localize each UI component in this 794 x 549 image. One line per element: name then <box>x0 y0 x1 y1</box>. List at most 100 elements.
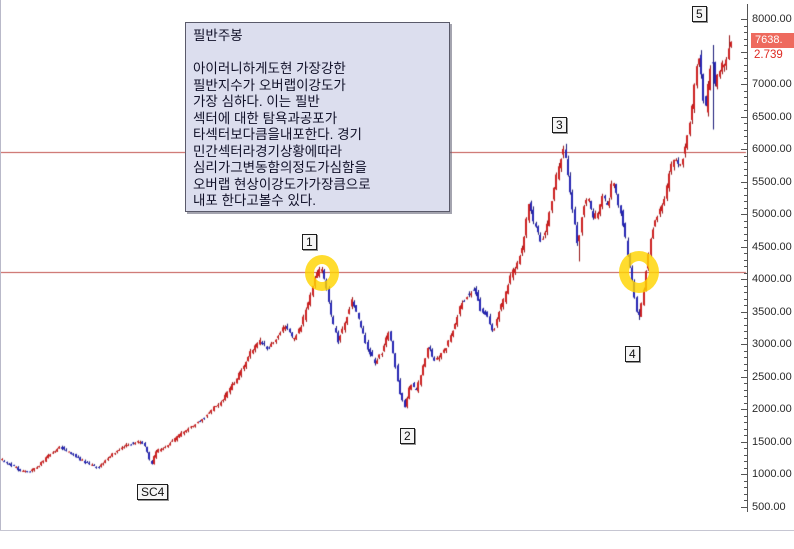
axis-tick-label: 3500.00 <box>752 305 792 318</box>
axis-minor-tick <box>744 201 747 202</box>
highlight-ring-2 <box>619 251 659 293</box>
axis-minor-tick <box>744 168 747 170</box>
axis-tick-label: 6500.00 <box>752 110 792 123</box>
axis-tick-label: 2500.00 <box>752 370 792 383</box>
axis-minor-tick <box>744 435 747 436</box>
axis-minor-tick <box>744 58 747 59</box>
annotation-line: 섹터에 대한 탐욕과공포가 <box>193 110 338 126</box>
axis-minor-tick <box>744 337 747 339</box>
axis-minor-tick <box>744 142 747 144</box>
axis-major-tick <box>741 279 747 280</box>
axis-minor-tick <box>744 292 747 293</box>
axis-minor-tick <box>744 428 747 430</box>
axis-minor-tick <box>744 240 747 241</box>
axis-minor-tick <box>744 97 747 98</box>
wave-label-5[interactable]: 5 <box>692 6 707 22</box>
axis-minor-tick <box>744 123 747 124</box>
highlight-ring-1 <box>305 255 339 291</box>
current-price-badge: 7638. <box>751 33 794 48</box>
axis-tick-label: 500.00 <box>752 500 786 513</box>
axis-tick-label: 6000.00 <box>752 143 792 155</box>
axis-major-tick <box>741 376 747 378</box>
axis-minor-tick <box>744 422 747 423</box>
axis-minor-tick <box>744 357 747 358</box>
price-change-percent: 2.739 <box>754 49 783 61</box>
axis-tick-label: 7000.00 <box>752 78 792 90</box>
axis-minor-tick <box>744 175 747 176</box>
axis-tick-label: 2000.00 <box>752 403 792 415</box>
wave-label-4[interactable]: 4 <box>625 346 640 362</box>
axis-minor-tick <box>744 71 747 72</box>
axis-minor-tick <box>744 493 747 495</box>
annotation-line: 타섹터보다큼을내포한다. 경기 <box>193 127 362 142</box>
axis-major-tick <box>741 84 747 85</box>
axis-minor-tick <box>744 461 747 462</box>
annotation-title: 필반주봉 <box>193 28 243 43</box>
axis-major-tick <box>741 19 747 20</box>
axis-major-tick <box>741 409 747 410</box>
axis-minor-tick <box>744 363 747 365</box>
axis-major-tick <box>741 311 747 313</box>
axis-minor-tick <box>744 500 747 501</box>
annotation-line: 민간섹터라경기상황에따라 <box>193 143 343 159</box>
annotation-blank-line <box>193 45 442 62</box>
axis-minor-tick <box>744 383 747 384</box>
axis-tick-label: 8000.00 <box>752 13 792 25</box>
axis-tick-label: 3000.00 <box>752 338 792 350</box>
axis-minor-tick <box>744 402 747 404</box>
annotation-line: 필반지수가 오버랩이강도가 <box>193 77 346 93</box>
axis-minor-tick <box>744 272 747 274</box>
axis-minor-tick <box>744 448 747 449</box>
axis-minor-tick <box>744 370 747 371</box>
window-left-border <box>0 0 1 531</box>
axis-minor-tick <box>744 227 747 228</box>
axis-minor-tick <box>744 129 747 131</box>
axis-major-tick <box>741 116 747 118</box>
wave-label-1[interactable]: 1 <box>302 234 317 250</box>
axis-minor-tick <box>744 77 747 79</box>
wave-label-3[interactable]: 3 <box>552 117 567 133</box>
axis-major-tick <box>741 474 747 475</box>
annotation-note[interactable]: 필반주봉 아이러니하게도현 가장강한 필반지수가 오버랩이강도가 가장 심하다.… <box>185 22 450 212</box>
axis-major-tick <box>741 214 747 215</box>
axis-major-tick <box>741 441 747 443</box>
axis-minor-tick <box>744 233 747 235</box>
axis-major-tick <box>741 149 747 150</box>
axis-minor-tick <box>744 32 747 33</box>
price-axis-line <box>747 4 748 512</box>
axis-minor-tick <box>744 285 747 287</box>
axis-tick-label: 1500.00 <box>752 435 792 448</box>
axis-minor-tick <box>744 64 747 66</box>
axis-minor-tick <box>744 45 747 46</box>
annotation-line: 가장 심하다. 이는 필반 <box>193 94 320 109</box>
annotation-line: 아이러니하게도현 가장강한 <box>193 61 346 76</box>
axis-tick-label: 4500.00 <box>752 240 792 253</box>
axis-minor-tick <box>744 194 747 196</box>
axis-minor-tick <box>744 318 747 319</box>
axis-minor-tick <box>744 136 747 137</box>
axis-minor-tick <box>744 259 747 261</box>
axis-minor-tick <box>744 324 747 326</box>
axis-minor-tick <box>744 396 747 397</box>
axis-minor-tick <box>744 331 747 332</box>
axis-minor-tick <box>744 454 747 456</box>
axis-major-tick <box>741 344 747 345</box>
axis-minor-tick <box>744 90 747 92</box>
axis-minor-tick <box>744 487 747 488</box>
axis-tick-label: 5000.00 <box>752 208 792 220</box>
axis-tick-label: 1000.00 <box>752 468 792 480</box>
axis-minor-tick <box>744 415 747 417</box>
annotation-line: 오버랩 현상이강도가가장큼으로 <box>193 176 371 192</box>
axis-minor-tick <box>744 220 747 222</box>
axis-minor-tick <box>744 467 747 469</box>
axis-minor-tick <box>744 266 747 267</box>
axis-minor-tick <box>744 253 747 254</box>
axis-major-tick <box>741 246 747 248</box>
axis-major-tick <box>741 506 747 508</box>
wave-label-sc4[interactable]: SC4 <box>137 484 169 500</box>
axis-major-tick <box>741 181 747 183</box>
wave-label-2[interactable]: 2 <box>400 428 415 444</box>
axis-minor-tick <box>744 162 747 163</box>
axis-tick-label: 4000.00 <box>752 273 792 285</box>
